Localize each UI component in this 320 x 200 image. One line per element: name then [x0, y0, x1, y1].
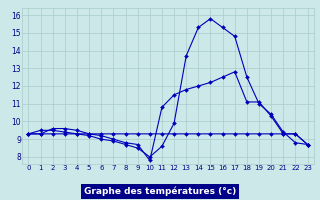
Text: Graphe des températures (°c): Graphe des températures (°c) — [84, 186, 236, 196]
